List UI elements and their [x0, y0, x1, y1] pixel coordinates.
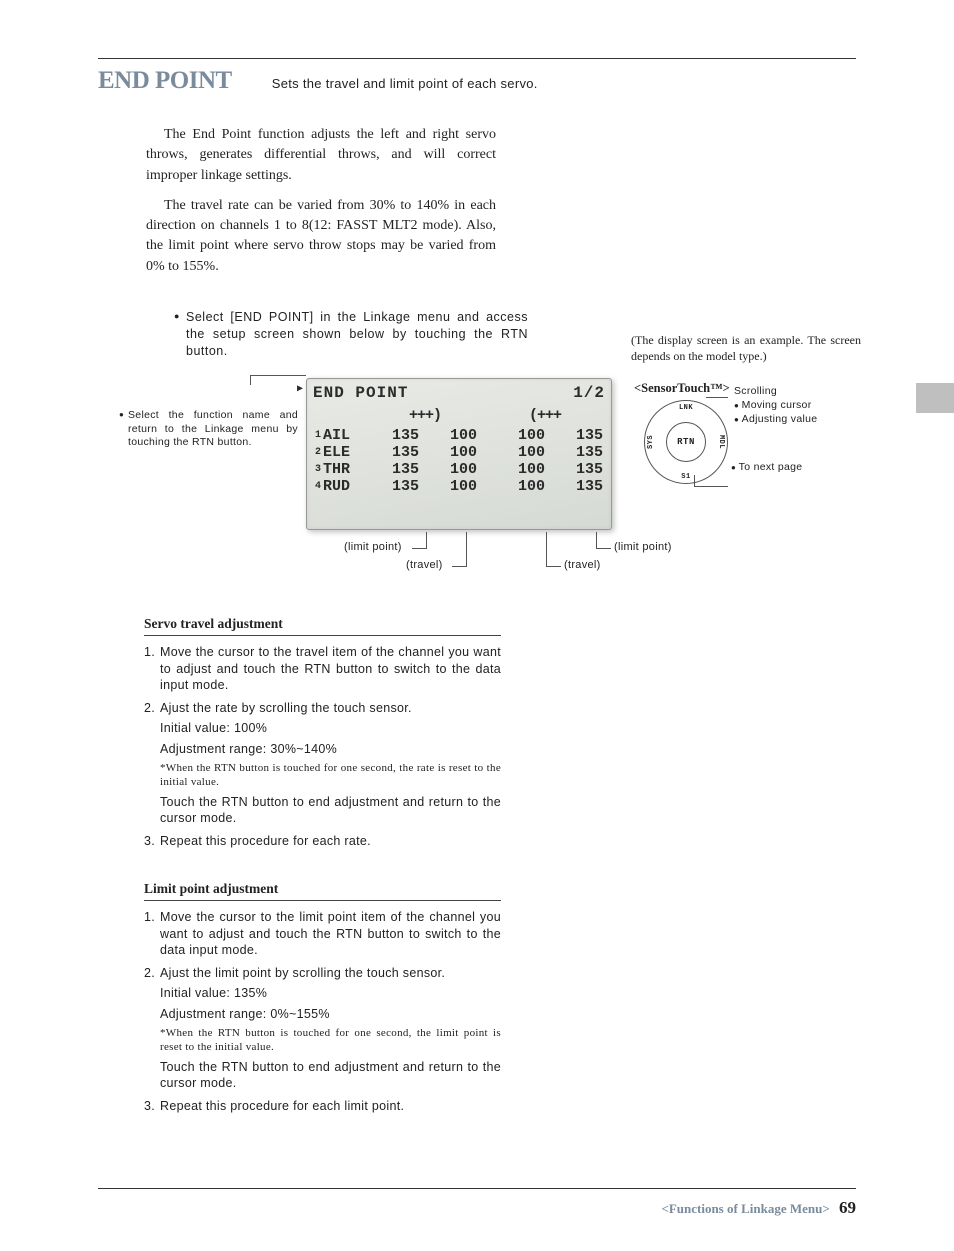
travel-left-label: (travel): [406, 559, 443, 571]
step-note: *When the RTN button is touched for one …: [160, 761, 501, 790]
rtn-button-icon: RTN: [666, 422, 706, 462]
lcd-row: 2ELE135100100135: [313, 444, 605, 461]
ring-right: MDL: [717, 435, 725, 449]
page-number: 69: [839, 1198, 856, 1217]
intro-p2: The travel rate can be varied from 30% t…: [146, 196, 496, 277]
lcd-page: 1/2: [573, 384, 605, 402]
page-tab: [916, 383, 954, 413]
step-sub: Initial value: 100%: [160, 720, 501, 737]
steps-list: 1.Move the cursor to the limit point ite…: [144, 909, 501, 1114]
ring-top: LNK: [679, 404, 693, 412]
display-note: (The display screen is an example. The s…: [631, 332, 861, 364]
step-item: 2.Ajust the rate by scrolling the touch …: [144, 700, 501, 827]
intro-block: The End Point function adjusts the left …: [146, 125, 496, 277]
sensor-list: Scrolling Moving cursor Adjusting value: [734, 384, 817, 427]
page-content: END POINT Sets the travel and limit poin…: [98, 58, 856, 360]
lcd-row: 4RUD135100100135: [313, 478, 605, 495]
arrow-right-icon: (+++: [495, 407, 595, 424]
lcd-row: 3THR135100100135: [313, 461, 605, 478]
steps-list: 1.Move the cursor to the travel item of …: [144, 644, 501, 849]
step-sub: Touch the RTN button to end adjustment a…: [160, 794, 501, 827]
lcd-screen: ▶ END POINT 1/2 +++) (+++ 1AIL1351001001…: [306, 378, 612, 530]
rule-bottom: [98, 1188, 856, 1189]
step-item: 3.Repeat this procedure for each rate.: [144, 833, 501, 850]
step-sub: Adjustment range: 30%~140%: [160, 741, 501, 758]
lcd-title: END POINT: [313, 384, 408, 402]
step-note: *When the RTN button is touched for one …: [160, 1026, 501, 1055]
step-sub: Initial value: 135%: [160, 985, 501, 1002]
sensor-item: Adjusting value: [734, 412, 817, 426]
limit-right-label: (limit point): [614, 541, 672, 553]
lcd-wrap: ▶ END POINT 1/2 +++) (+++ 1AIL1351001001…: [306, 378, 612, 530]
page-title: END POINT: [98, 67, 232, 95]
travel-right-label: (travel): [564, 559, 601, 571]
step-sub: Adjustment range: 0%~155%: [160, 1006, 501, 1023]
ring-bottom: S1: [681, 473, 690, 481]
section-heading: Limit point adjustment: [144, 881, 501, 901]
lcd-row: 1AIL135100100135: [313, 427, 605, 444]
limit-left-label: (limit point): [344, 541, 402, 553]
step-item: 2.Ajust the limit point by scrolling the…: [144, 965, 501, 1092]
ring-left: SYS: [647, 435, 655, 449]
next-page-label: To next page: [731, 461, 802, 473]
body-column: Servo travel adjustment 1.Move the curso…: [144, 616, 501, 1120]
sensor-item: Moving cursor: [734, 398, 817, 412]
sensor-ring: RTN LNK S1 SYS MDL: [644, 400, 728, 484]
lcd-table: 1AIL1351001001352ELE1351001001353THR1351…: [313, 427, 605, 495]
page-subtitle: Sets the travel and limit point of each …: [272, 76, 538, 91]
left-note: Select the function name and return to t…: [128, 409, 298, 450]
sensor-block: <SensorTouch™> RTN LNK S1 SYS MDL Scroll…: [634, 381, 874, 484]
page-footer: <Functions of Linkage Menu> 69: [98, 1198, 856, 1218]
intro-p1: The End Point function adjusts the left …: [146, 125, 496, 186]
step-sub: Touch the RTN button to end adjustment a…: [160, 1059, 501, 1092]
section-heading: Servo travel adjustment: [144, 616, 501, 636]
sensor-item: Scrolling: [734, 384, 817, 398]
rule-top: [98, 58, 856, 59]
callouts: (limit point) (travel) (travel) (limit p…: [306, 534, 666, 589]
select-step: Select [END POINT] in the Linkage menu a…: [186, 309, 528, 360]
arrow-left-icon: +++): [375, 407, 475, 424]
caret-icon: ▶: [297, 383, 303, 395]
footer-label: <Functions of Linkage Menu>: [661, 1201, 829, 1216]
step-item: 1.Move the cursor to the travel item of …: [144, 644, 501, 694]
step-item: 1.Move the cursor to the limit point ite…: [144, 909, 501, 959]
step-item: 3.Repeat this procedure for each limit p…: [144, 1098, 501, 1115]
